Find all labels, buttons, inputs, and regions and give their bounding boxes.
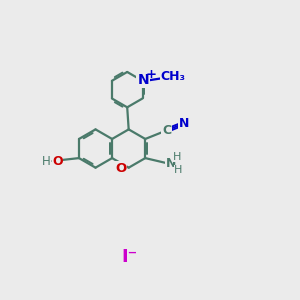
Text: N: N — [166, 157, 176, 170]
Text: N: N — [179, 117, 190, 130]
Text: N: N — [138, 73, 149, 87]
Text: I⁻: I⁻ — [121, 248, 137, 266]
Text: O: O — [52, 154, 63, 167]
Text: H: H — [42, 154, 51, 167]
Text: C: C — [162, 124, 171, 137]
Text: H: H — [172, 152, 181, 162]
Text: O: O — [115, 162, 126, 175]
Text: +: + — [145, 68, 156, 81]
Text: CH₃: CH₃ — [160, 70, 185, 83]
Text: H: H — [174, 166, 183, 176]
